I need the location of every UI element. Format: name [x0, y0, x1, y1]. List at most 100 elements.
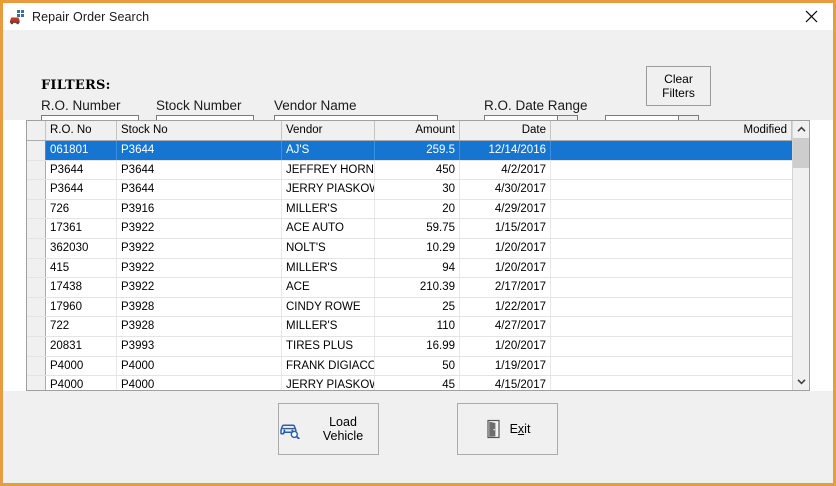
table-row[interactable]: 17361 P3922 ACE AUTO 59.75 1/15/2017: [27, 219, 792, 239]
cell-date[interactable]: 1/20/2017: [460, 258, 551, 278]
table-row[interactable]: P3644 P3644 JERRY PIASKOW 30 4/30/2017: [27, 180, 792, 200]
row-selector[interactable]: [27, 356, 46, 376]
column-header-vendor[interactable]: Vendor: [282, 121, 375, 140]
cell-vendor[interactable]: TIRES PLUS: [282, 336, 375, 356]
column-header-stock-no[interactable]: Stock No: [117, 121, 282, 140]
cell-modified[interactable]: [551, 298, 792, 317]
table-row[interactable]: 17438 P3922 ACE 210.39 2/17/2017: [27, 278, 792, 298]
cell-amount[interactable]: 59.75: [375, 219, 460, 238]
cell-amount[interactable]: 110: [375, 317, 460, 336]
cell-date[interactable]: 4/2/2017: [460, 160, 551, 180]
cell-amount[interactable]: 259.5: [375, 141, 460, 160]
cell-stock-no[interactable]: P3916: [117, 199, 282, 219]
cell-modified[interactable]: [551, 161, 792, 180]
cell-modified[interactable]: [551, 219, 792, 238]
cell-vendor[interactable]: MILLER'S: [282, 258, 375, 278]
row-selector[interactable]: [27, 141, 46, 160]
cell-ro-no[interactable]: 362030: [46, 238, 117, 258]
cell-stock-no[interactable]: P3922: [117, 278, 282, 297]
cell-ro-no[interactable]: 722: [46, 317, 117, 336]
scroll-up-button[interactable]: [793, 121, 809, 138]
table-row[interactable]: 20831 P3993 TIRES PLUS 16.99 1/20/2017: [27, 336, 792, 357]
cell-modified[interactable]: [551, 239, 792, 258]
column-header-amount[interactable]: Amount: [375, 121, 460, 140]
cell-ro-no[interactable]: 061801: [46, 141, 117, 160]
cell-ro-no[interactable]: P3644: [46, 180, 117, 199]
scrollbar-thumb[interactable]: [793, 138, 809, 168]
cell-vendor[interactable]: JERRY PIASKOW: [282, 180, 375, 199]
table-row[interactable]: P3644 P3644 JEFFREY HORNBI 450 4/2/2017: [27, 160, 792, 181]
cell-vendor[interactable]: MILLER'S: [282, 199, 375, 219]
repair-orders-grid[interactable]: R.O. No Stock No Vendor Amount Date Modi…: [26, 120, 810, 391]
cell-vendor[interactable]: JERRY PIASKOW: [282, 376, 375, 390]
cell-modified[interactable]: [551, 376, 792, 390]
row-selector[interactable]: [27, 199, 46, 219]
cell-stock-no[interactable]: P4000: [117, 356, 282, 376]
cell-vendor[interactable]: AJ'S: [282, 141, 375, 160]
cell-stock-no[interactable]: P4000: [117, 376, 282, 390]
cell-ro-no[interactable]: P3644: [46, 160, 117, 180]
cell-stock-no[interactable]: P3928: [117, 317, 282, 336]
exit-button[interactable]: Exit: [457, 403, 558, 455]
row-selector[interactable]: [27, 219, 46, 238]
scrollbar-track[interactable]: [793, 138, 809, 373]
cell-stock-no[interactable]: P3928: [117, 297, 282, 317]
cell-modified[interactable]: [551, 200, 792, 219]
cell-stock-no[interactable]: P3922: [117, 238, 282, 258]
row-selector[interactable]: [27, 238, 46, 258]
cell-date[interactable]: 4/27/2017: [460, 317, 551, 336]
cell-ro-no[interactable]: 726: [46, 199, 117, 219]
cell-modified[interactable]: [551, 337, 792, 356]
table-row[interactable]: P4000 P4000 JERRY PIASKOW 45 4/15/2017: [27, 376, 792, 390]
row-selector[interactable]: [27, 317, 46, 336]
cell-amount[interactable]: 94: [375, 258, 460, 278]
grid-corner-header[interactable]: [27, 121, 46, 140]
cell-stock-no[interactable]: P3644: [117, 180, 282, 199]
cell-date[interactable]: 1/15/2017: [460, 219, 551, 238]
cell-date[interactable]: 4/15/2017: [460, 376, 551, 390]
table-row[interactable]: 061801 P3644 AJ'S 259.5 12/14/2016: [27, 141, 792, 161]
cell-date[interactable]: 1/20/2017: [460, 336, 551, 356]
cell-stock-no[interactable]: P3644: [117, 141, 282, 160]
table-row[interactable]: 17960 P3928 CINDY ROWE 25 1/22/2017: [27, 297, 792, 318]
close-button[interactable]: [789, 3, 833, 30]
cell-amount[interactable]: 30: [375, 180, 460, 199]
cell-stock-no[interactable]: P3922: [117, 258, 282, 278]
row-selector[interactable]: [27, 180, 46, 199]
cell-vendor[interactable]: CINDY ROWE: [282, 297, 375, 317]
cell-ro-no[interactable]: 17361: [46, 219, 117, 238]
cell-vendor[interactable]: ACE AUTO: [282, 219, 375, 238]
column-header-ro-no[interactable]: R.O. No: [46, 121, 117, 140]
cell-date[interactable]: 4/29/2017: [460, 199, 551, 219]
cell-ro-no[interactable]: 20831: [46, 336, 117, 356]
column-header-modified[interactable]: Modified: [551, 121, 792, 140]
cell-date[interactable]: 1/19/2017: [460, 356, 551, 376]
cell-date[interactable]: 1/22/2017: [460, 297, 551, 317]
cell-amount[interactable]: 45: [375, 376, 460, 390]
cell-stock-no[interactable]: P3644: [117, 160, 282, 180]
cell-date[interactable]: 12/14/2016: [460, 141, 551, 160]
cell-stock-no[interactable]: P3922: [117, 219, 282, 238]
cell-date[interactable]: 2/17/2017: [460, 278, 551, 297]
cell-modified[interactable]: [551, 278, 792, 297]
cell-ro-no[interactable]: 17960: [46, 297, 117, 317]
cell-vendor[interactable]: FRANK DIGIACOI: [282, 356, 375, 376]
row-selector[interactable]: [27, 297, 46, 317]
row-selector[interactable]: [27, 258, 46, 278]
table-row[interactable]: 415 P3922 MILLER'S 94 1/20/2017: [27, 258, 792, 279]
column-header-date[interactable]: Date: [460, 121, 551, 140]
cell-modified[interactable]: [551, 141, 792, 160]
table-row[interactable]: 722 P3928 MILLER'S 110 4/27/2017: [27, 317, 792, 337]
row-selector[interactable]: [27, 336, 46, 356]
cell-date[interactable]: 4/30/2017: [460, 180, 551, 199]
row-selector[interactable]: [27, 278, 46, 297]
cell-date[interactable]: 1/20/2017: [460, 238, 551, 258]
cell-amount[interactable]: 50: [375, 356, 460, 376]
cell-ro-no[interactable]: P4000: [46, 356, 117, 376]
cell-vendor[interactable]: MILLER'S: [282, 317, 375, 336]
cell-vendor[interactable]: ACE: [282, 278, 375, 297]
row-selector[interactable]: [27, 160, 46, 180]
cell-amount[interactable]: 450: [375, 160, 460, 180]
cell-modified[interactable]: [551, 259, 792, 278]
cell-amount[interactable]: 16.99: [375, 336, 460, 356]
